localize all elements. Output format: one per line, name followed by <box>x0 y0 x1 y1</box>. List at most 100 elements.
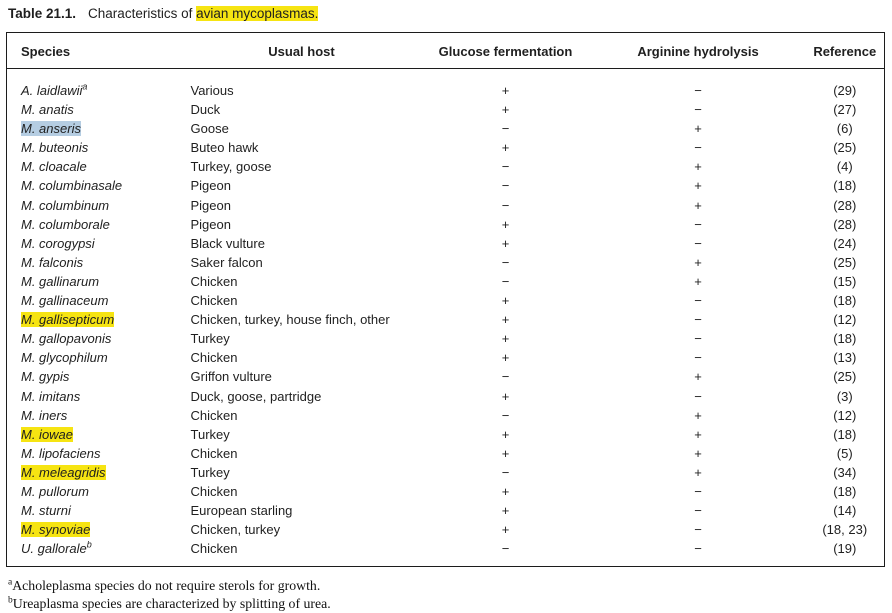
reference-value: (18, 23) <box>822 522 868 538</box>
glucose-fermentation-value: + <box>501 426 510 442</box>
usual-host-value: European starling <box>190 503 293 519</box>
table-number-label: Table 21.1. <box>8 6 77 21</box>
reference-value: (34) <box>833 464 857 480</box>
table-row: M. glycophilum Chicken + − (13) <box>7 348 885 367</box>
reference-value: (14) <box>833 503 857 519</box>
reference-cell: (27) <box>806 100 885 119</box>
species-name: M. synoviae <box>21 522 91 538</box>
glucose-fermentation-cell: − <box>421 406 591 425</box>
usual-host-cell: Pigeon <box>183 196 421 215</box>
usual-host-cell: Black vulture <box>183 234 421 253</box>
species-cell: M. glycophilum <box>7 348 183 367</box>
reference-cell: (18) <box>806 329 885 348</box>
table-row: M. columborale Pigeon + − (28) <box>7 215 885 234</box>
species-cell: M. buteonis <box>7 138 183 157</box>
glucose-fermentation-cell: + <box>421 425 591 444</box>
usual-host-value: Griffon vulture <box>190 369 272 385</box>
usual-host-value: Chicken, turkey <box>190 522 281 538</box>
reference-value: (5) <box>836 445 853 461</box>
glucose-fermentation-value: − <box>501 178 510 194</box>
arginine-hydrolysis-cell: + <box>591 176 806 195</box>
reference-cell: (4) <box>806 157 885 176</box>
table-row: M. anseris Goose − + (6) <box>7 119 885 138</box>
species-name: M. gypis <box>21 369 70 385</box>
column-header-species: Species <box>6 32 183 69</box>
reference-cell: (34) <box>806 463 885 482</box>
footnote-b: bUreaplasma species are characterized by… <box>8 595 886 613</box>
reference-cell: (3) <box>806 387 885 406</box>
usual-host-value: Chicken, turkey, house finch, other <box>190 312 390 328</box>
species-cell: A. laidlawiia <box>7 69 183 101</box>
usual-host-value: Turkey <box>190 331 230 347</box>
arginine-hydrolysis-value: − <box>694 216 702 232</box>
glucose-fermentation-cell: − <box>421 463 591 482</box>
usual-host-value: Pigeon <box>190 178 231 194</box>
reference-value: (25) <box>833 254 857 270</box>
species-name: M. gallopavonis <box>21 331 112 347</box>
reference-cell: (12) <box>806 406 885 425</box>
arginine-hydrolysis-value: + <box>694 159 702 175</box>
reference-value: (28) <box>833 197 857 213</box>
usual-host-value: Chicken <box>190 293 238 309</box>
arginine-hydrolysis-cell: − <box>591 482 806 501</box>
reference-value: (25) <box>833 369 857 385</box>
usual-host-cell: Chicken <box>183 444 421 463</box>
arginine-hydrolysis-value: − <box>694 140 702 156</box>
table-row: M. columbinum Pigeon − + (28) <box>7 196 885 215</box>
reference-value: (4) <box>836 159 853 175</box>
usual-host-value: Duck, goose, partridge <box>190 388 322 404</box>
glucose-fermentation-value: − <box>501 273 510 289</box>
arginine-hydrolysis-cell: − <box>591 291 806 310</box>
usual-host-cell: Turkey <box>183 329 421 348</box>
arginine-hydrolysis-cell: − <box>591 310 806 329</box>
column-header-arginine-hydrolysis: Arginine hydrolysis <box>590 32 806 69</box>
species-name: M. imitans <box>21 388 81 404</box>
reference-cell: (19) <box>806 539 885 567</box>
usual-host-cell: Duck, goose, partridge <box>183 387 421 406</box>
glucose-fermentation-cell: + <box>421 69 591 101</box>
usual-host-cell: Duck <box>183 100 421 119</box>
usual-host-cell: Chicken <box>183 272 421 291</box>
arginine-hydrolysis-cell: − <box>591 520 806 539</box>
reference-cell: (18) <box>806 291 885 310</box>
species-name: M. corogypsi <box>21 235 95 251</box>
usual-host-cell: Various <box>183 69 421 101</box>
usual-host-value: Goose <box>190 121 229 137</box>
table-row: M. gallinaceum Chicken + − (18) <box>7 291 885 310</box>
species-name: M. buteonis <box>21 140 89 156</box>
usual-host-cell: Turkey <box>183 425 421 444</box>
species-cell: U. galloraleb <box>7 539 183 567</box>
reference-cell: (18) <box>806 425 885 444</box>
species-cell: M. pullorum <box>7 482 183 501</box>
table-row: M. gypis Griffon vulture − + (25) <box>7 367 885 386</box>
arginine-hydrolysis-cell: + <box>591 272 806 291</box>
arginine-hydrolysis-value: − <box>694 102 702 118</box>
species-cell: M. columborale <box>7 215 183 234</box>
reference-value: (12) <box>833 312 857 328</box>
arginine-hydrolysis-cell: + <box>591 406 806 425</box>
species-footnote-marker: a <box>82 81 88 92</box>
arginine-hydrolysis-value: − <box>694 522 702 538</box>
reference-value: (15) <box>833 273 857 289</box>
species-cell: M. columbinasale <box>7 176 183 195</box>
reference-value: (28) <box>833 216 857 232</box>
table-row: M. pullorum Chicken + − (18) <box>7 482 885 501</box>
species-cell: M. gallopavonis <box>7 329 183 348</box>
reference-value: (27) <box>833 102 857 118</box>
species-name: M. columbinum <box>21 197 110 213</box>
reference-cell: (18) <box>806 482 885 501</box>
table-row: M. gallinarum Chicken − + (15) <box>7 272 885 291</box>
species-name: U. gallorale <box>21 541 87 557</box>
arginine-hydrolysis-cell: − <box>591 69 806 101</box>
reference-value: (24) <box>833 235 857 251</box>
species-name: M. columbinasale <box>21 178 123 194</box>
glucose-fermentation-cell: + <box>421 310 591 329</box>
mycoplasma-characteristics-table: Species Usual host Glucose fermentation … <box>6 32 885 568</box>
species-cell: M. gallisepticum <box>7 310 183 329</box>
usual-host-value: Various <box>190 83 234 98</box>
species-name: M. falconis <box>21 254 84 270</box>
footnote-a-marker: a <box>8 577 13 588</box>
glucose-fermentation-cell: + <box>421 234 591 253</box>
glucose-fermentation-value: + <box>501 235 510 251</box>
usual-host-cell: Chicken <box>183 348 421 367</box>
